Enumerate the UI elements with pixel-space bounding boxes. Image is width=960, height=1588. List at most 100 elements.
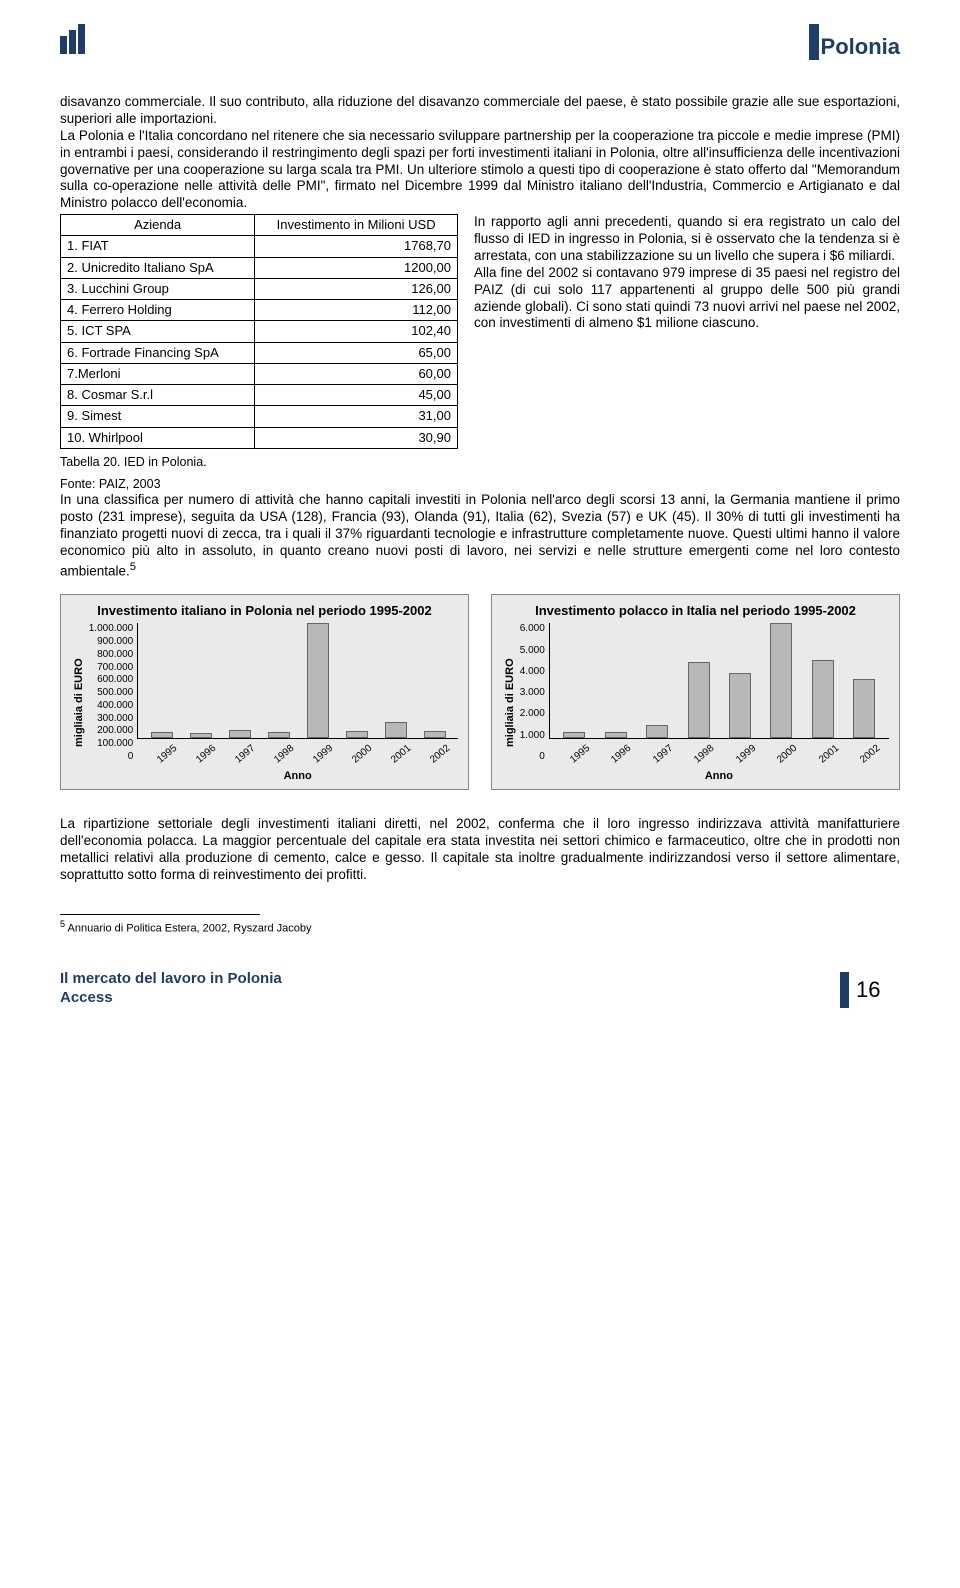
chart-bar	[688, 662, 710, 738]
table-cell-value: 102,40	[255, 321, 458, 342]
x-tick: 1997	[233, 743, 258, 767]
footnote-5: 5 Annuario di Politica Estera, 2002, Rys…	[60, 919, 900, 936]
table-cell-value: 112,00	[255, 300, 458, 321]
table-header-investimento: Investimento in Milioni USD	[255, 215, 458, 236]
chart1-plot	[137, 623, 458, 739]
y-tick: 1.000.000	[89, 623, 134, 636]
table-cell-value: 1200,00	[255, 257, 458, 278]
table-cell-name: 1. FIAT	[61, 236, 255, 257]
footnote-text: Annuario di Politica Estera, 2002, Rysza…	[65, 922, 311, 934]
chart-bar	[151, 732, 173, 738]
page-footer: Il mercato del lavoro in Polonia Access …	[60, 970, 900, 1008]
page-number: 16	[856, 976, 880, 1004]
footer-line-2: Access	[60, 989, 113, 1006]
x-tick: 2002	[429, 743, 454, 767]
table-cell-value: 126,00	[255, 278, 458, 299]
x-tick: 1997	[651, 743, 676, 767]
table-cell-value: 30,90	[255, 427, 458, 448]
chart-bar	[268, 732, 290, 738]
footer-line-1: Il mercato del lavoro in Polonia	[60, 970, 282, 987]
table-header-azienda: Azienda	[61, 215, 255, 236]
chart2-xticks: 19951996199719981999200020012002	[549, 739, 889, 756]
table-caption-1: Tabella 20. IED in Polonia.	[60, 455, 458, 471]
chart1-xlabel: Anno	[137, 770, 458, 784]
chart-bar	[605, 732, 627, 738]
y-tick: 3.000	[520, 687, 545, 700]
y-tick: 5.000	[520, 645, 545, 658]
table-cell-name: 5. ICT SPA	[61, 321, 255, 342]
table-cell-name: 3. Lucchini Group	[61, 278, 255, 299]
y-tick: 800.000	[89, 649, 134, 662]
paragraph-2: La Polonia e l'Italia concordano nel rit…	[60, 128, 900, 212]
table-cell-value: 45,00	[255, 385, 458, 406]
table-row: 1. FIAT1768,70	[61, 236, 458, 257]
x-tick: 1998	[272, 743, 297, 767]
chart-bar	[190, 733, 212, 738]
table-row: 10. Whirlpool30,90	[61, 427, 458, 448]
chart-bar	[424, 731, 446, 738]
chart-bar	[563, 732, 585, 738]
table-row: 2. Unicredito Italiano SpA1200,00	[61, 257, 458, 278]
page-title: Polonia	[821, 33, 900, 61]
x-tick: 2002	[858, 743, 883, 767]
page-title-block: Polonia	[809, 24, 900, 60]
chart-bar	[646, 725, 668, 738]
chart1-xticks: 19951996199719981999200020012002	[137, 739, 458, 756]
y-tick: 0	[89, 751, 134, 764]
right-paragraph-1: In rapporto agli anni precedenti, quando…	[474, 214, 900, 265]
logo-bars-icon	[60, 24, 85, 54]
chart2-title: Investimento polacco in Italia nel perio…	[502, 603, 889, 619]
footer-page-block: 16	[840, 972, 900, 1008]
table-cell-value: 31,00	[255, 406, 458, 427]
table-cell-name: 6. Fortrade Financing SpA	[61, 342, 255, 363]
y-tick: 200.000	[89, 725, 134, 738]
y-tick: 300.000	[89, 713, 134, 726]
chart-bar	[385, 722, 407, 738]
chart1-ylabel: migliaia di EURO	[71, 623, 89, 783]
right-paragraph-3: In una classifica per numero di attività…	[60, 492, 900, 578]
table-cell-name: 9. Simest	[61, 406, 255, 427]
table-row: 9. Simest31,00	[61, 406, 458, 427]
wrap-paragraph: In una classifica per numero di attività…	[60, 492, 900, 580]
chart1-yticks: 1.000.000900.000800.000700.000600.000500…	[89, 623, 138, 763]
table-cell-name: 2. Unicredito Italiano SpA	[61, 257, 255, 278]
footer-bar-icon	[840, 972, 849, 1008]
chart2-xlabel: Anno	[549, 770, 889, 784]
chart1-title: Investimento italiano in Polonia nel per…	[71, 603, 458, 619]
x-tick: 2000	[350, 743, 375, 767]
x-tick: 1999	[734, 743, 759, 767]
table-cell-name: 8. Cosmar S.r.l	[61, 385, 255, 406]
y-tick: 4.000	[520, 666, 545, 679]
right-paragraph-2: Alla fine del 2002 si contavano 979 impr…	[474, 265, 900, 333]
chart-bar	[729, 673, 751, 738]
footnote-ref-5: 5	[130, 561, 136, 573]
y-tick: 900.000	[89, 636, 134, 649]
x-tick: 2001	[390, 743, 415, 767]
y-tick: 6.000	[520, 623, 545, 636]
chart-bar	[229, 730, 251, 738]
title-marker-icon	[809, 24, 819, 60]
table-cell-name: 10. Whirlpool	[61, 427, 255, 448]
table-cell-value: 1768,70	[255, 236, 458, 257]
x-tick: 1995	[568, 743, 593, 767]
x-tick: 1999	[311, 743, 336, 767]
chart-bar	[307, 623, 329, 738]
table-row: 8. Cosmar S.r.l45,00	[61, 385, 458, 406]
chart-bar	[770, 623, 792, 738]
chart2-ylabel: migliaia di EURO	[502, 623, 520, 783]
y-tick: 400.000	[89, 700, 134, 713]
footnote-rule	[60, 914, 260, 915]
y-tick: 100.000	[89, 738, 134, 751]
table-cell-name: 4. Ferrero Holding	[61, 300, 255, 321]
y-tick: 2.000	[520, 708, 545, 721]
chart-bar	[346, 731, 368, 738]
table-row: 5. ICT SPA102,40	[61, 321, 458, 342]
investment-table: Azienda Investimento in Milioni USD 1. F…	[60, 214, 458, 449]
table-row: 6. Fortrade Financing SpA65,00	[61, 342, 458, 363]
x-tick: 1998	[692, 743, 717, 767]
chart-italian-investment: Investimento italiano in Polonia nel per…	[60, 594, 469, 790]
table-cell-value: 60,00	[255, 363, 458, 384]
header: Polonia	[60, 24, 900, 84]
y-tick: 0	[520, 751, 545, 764]
x-tick: 1996	[609, 743, 634, 767]
